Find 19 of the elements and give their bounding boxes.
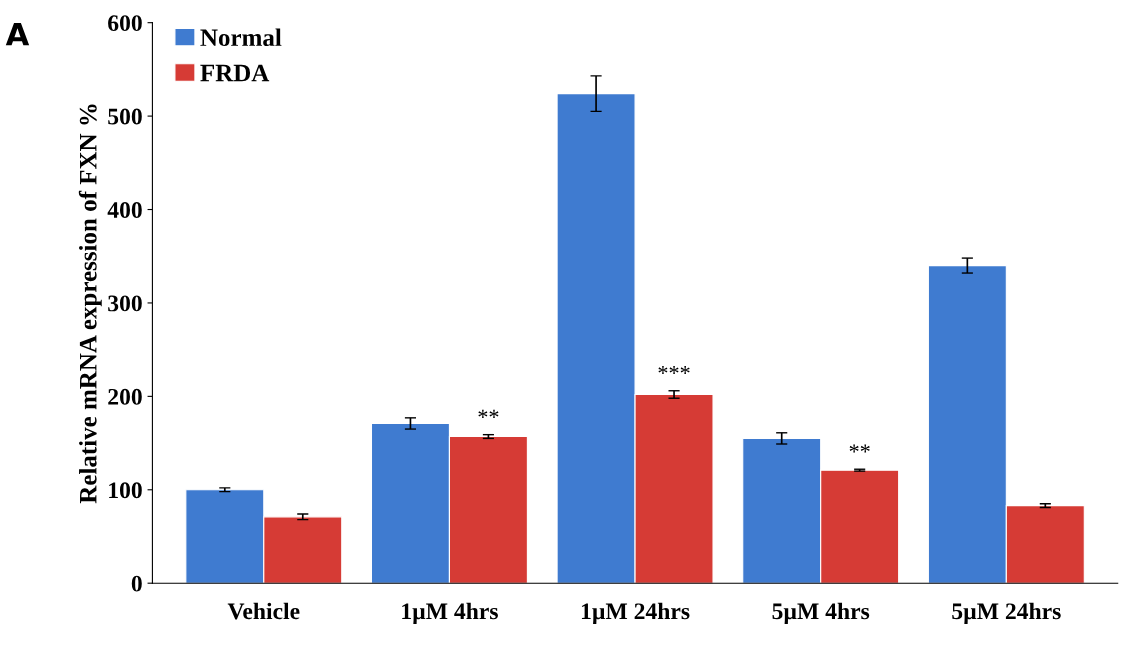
x-tick-label: 5µM 4hrs <box>772 602 870 625</box>
x-tick-label: 1µM 24hrs <box>581 602 690 625</box>
y-tick-label: 400 <box>107 202 142 218</box>
x-tick-label: 5µM 24hrs <box>952 602 1061 625</box>
x-tick-label: Vehicle <box>227 602 300 620</box>
text: A <box>5 23 30 46</box>
legend-label: FRDA <box>200 64 270 82</box>
y-tick-label: 600 <box>108 15 142 32</box>
annotation: ** <box>849 444 870 453</box>
x-tick-label: 1µM 4hrs <box>402 602 498 625</box>
y-tick-label: 0 <box>131 575 142 592</box>
annotation: *** <box>658 365 690 375</box>
legend-label: Normal <box>200 28 282 47</box>
y-tick-label: 100 <box>109 482 142 499</box>
y-tick-label: 300 <box>108 295 142 312</box>
y-axis-title: Relative mRNA expression of FXN % <box>78 104 102 504</box>
annotation: ** <box>478 409 499 418</box>
y-tick-label: 500 <box>108 108 142 125</box>
y-tick-label: 200 <box>108 388 142 405</box>
